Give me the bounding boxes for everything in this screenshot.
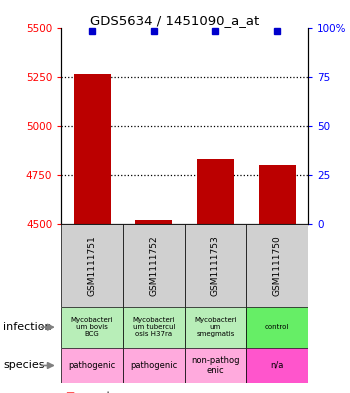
Bar <box>185 224 246 307</box>
Text: GSM1111753: GSM1111753 <box>211 235 220 296</box>
Bar <box>74 73 111 224</box>
Text: count: count <box>84 391 112 393</box>
Bar <box>246 224 308 307</box>
Text: pathogenic: pathogenic <box>130 361 177 370</box>
Text: control: control <box>265 324 289 330</box>
Text: GSM1111750: GSM1111750 <box>273 235 282 296</box>
Text: GDS5634 / 1451090_a_at: GDS5634 / 1451090_a_at <box>90 14 260 27</box>
Bar <box>246 348 308 383</box>
Text: non-pathog
enic: non-pathog enic <box>191 356 240 375</box>
Bar <box>185 348 246 383</box>
Text: GSM1111752: GSM1111752 <box>149 235 158 296</box>
Bar <box>61 307 123 348</box>
Text: ■: ■ <box>65 391 74 393</box>
Text: species: species <box>4 360 45 371</box>
Bar <box>185 307 246 348</box>
Bar <box>123 224 185 307</box>
Bar <box>246 307 308 348</box>
Text: infection: infection <box>4 322 52 332</box>
Bar <box>61 224 123 307</box>
Bar <box>123 348 185 383</box>
Bar <box>259 165 296 224</box>
Bar <box>61 348 123 383</box>
Text: Mycobacteri
um
smegmatis: Mycobacteri um smegmatis <box>194 317 237 337</box>
Text: pathogenic: pathogenic <box>69 361 116 370</box>
Bar <box>135 220 172 224</box>
Text: Mycobacteri
um tubercul
osis H37ra: Mycobacteri um tubercul osis H37ra <box>132 317 175 337</box>
Bar <box>123 307 185 348</box>
Text: Mycobacteri
um bovis
BCG: Mycobacteri um bovis BCG <box>71 317 113 337</box>
Text: GSM1111751: GSM1111751 <box>88 235 97 296</box>
Text: n/a: n/a <box>271 361 284 370</box>
Bar <box>197 159 234 224</box>
